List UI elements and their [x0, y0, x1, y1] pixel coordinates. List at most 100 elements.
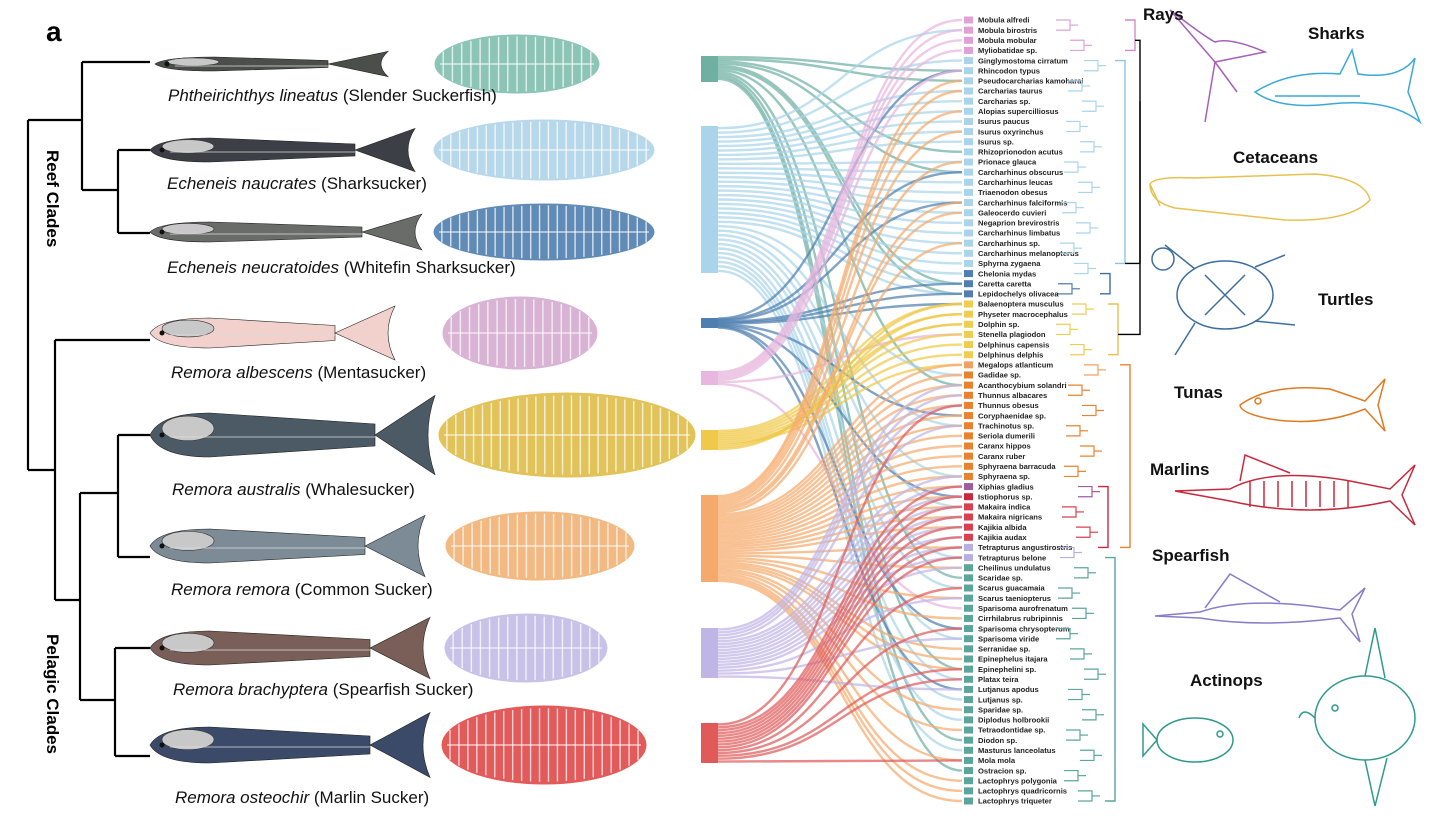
- host-group-label-turtles: Turtles: [1318, 290, 1374, 309]
- remora-node-2: [701, 126, 718, 273]
- turtle-icon: [1151, 244, 1296, 356]
- species-common-name: (Slender Suckerfish): [338, 86, 497, 105]
- host-label: Sparidae sp.: [978, 705, 1023, 714]
- host-label: Lactophrys triqueter: [978, 797, 1052, 806]
- remora-fish-3: [149, 213, 423, 251]
- host-marker: [964, 706, 973, 714]
- sankey-link: [717, 404, 963, 637]
- host-marker: [964, 199, 973, 207]
- host-label: Coryphaenidae sp.: [978, 411, 1046, 420]
- species-latin-name: Remora osteochir: [175, 788, 310, 807]
- host-label: Tetrapturus angustirostris: [978, 543, 1072, 552]
- sankey-link: [717, 515, 963, 738]
- sankey-link: [717, 546, 963, 746]
- remora-fish-5: [149, 394, 436, 476]
- sankey-link: [717, 99, 963, 143]
- host-marker: [964, 533, 973, 541]
- sankey-link: [717, 495, 963, 732]
- host-marker: [964, 716, 973, 724]
- host-marker: [964, 645, 973, 653]
- host-label: Caranx hippos: [978, 442, 1031, 451]
- host-marker: [964, 797, 973, 805]
- host-marker: [964, 503, 973, 511]
- species-common-name: (Spearfish Sucker): [327, 680, 474, 699]
- sankey-link: [717, 577, 963, 793]
- host-label: Lutjanus sp.: [978, 695, 1023, 704]
- host-marker: [964, 564, 973, 572]
- host-marker: [964, 493, 973, 501]
- host-label: Kajikia albida: [978, 523, 1027, 532]
- host-label: Balaenoptera musculus: [978, 300, 1064, 309]
- host-label: Makaira nigricans: [978, 513, 1042, 522]
- sankey-link: [717, 62, 963, 174]
- sankey-link: [717, 434, 963, 532]
- sankey-link: [717, 515, 963, 655]
- actinop-icon: [1142, 627, 1416, 807]
- host-marker: [964, 665, 973, 673]
- sankey-link: [717, 373, 963, 518]
- host-marker: [964, 483, 973, 491]
- species-latin-name: Echeneis naucrates: [167, 174, 317, 193]
- host-marker: [964, 259, 973, 267]
- spearfish-icon: [1154, 573, 1366, 643]
- sankey-link: [717, 505, 963, 735]
- remora-node-5: [701, 430, 718, 450]
- sankey-link: [717, 556, 963, 749]
- sankey-link: [717, 28, 963, 376]
- sankey-link: [717, 18, 963, 374]
- sankey-link: [717, 404, 963, 525]
- host-label: Scaridae sp.: [978, 574, 1023, 583]
- sankey-link: [717, 220, 963, 296]
- species-label-7: Remora brachyptera (Spearfish Sucker): [173, 680, 473, 700]
- sankey-link: [717, 77, 963, 772]
- sankey-link: [717, 312, 963, 449]
- host-marker: [964, 675, 973, 683]
- host-label: Gadidae sp.: [978, 371, 1021, 380]
- host-marker: [964, 391, 973, 399]
- host-marker: [964, 452, 973, 460]
- host-marker: [964, 685, 973, 693]
- host-label: Seriola dumerili: [978, 432, 1035, 441]
- sankey-link: [717, 167, 963, 174]
- host-label: Ostracion sp.: [978, 766, 1027, 775]
- host-marker: [964, 604, 973, 612]
- species-latin-name: Remora albescens: [171, 363, 313, 382]
- species-common-name: (Mentasucker): [312, 363, 427, 382]
- host-marker: [964, 696, 973, 704]
- sankey-link: [717, 394, 963, 523]
- tuna-icon: [1239, 378, 1386, 432]
- host-marker: [964, 777, 973, 785]
- sankey-link: [717, 383, 963, 631]
- sankey-link: [717, 505, 963, 548]
- host-marker: [964, 381, 973, 389]
- species-latin-name: Echeneis neucratoides: [167, 258, 340, 277]
- host-label: Carcharhinus sp.: [978, 239, 1040, 248]
- host-label: Lactophrys polygonia: [978, 776, 1058, 785]
- remora-fish-8: [149, 711, 431, 779]
- host-label: Carcharhinus obscurus: [978, 168, 1063, 177]
- remora-disc-1: [433, 33, 601, 95]
- sankey-link: [717, 675, 963, 691]
- host-marker: [964, 26, 973, 34]
- species-common-name: (Sharksucker): [316, 174, 427, 193]
- sankey-link: [717, 667, 963, 758]
- sankey-link: [717, 171, 963, 184]
- sankey-link: [717, 465, 963, 539]
- host-group-label-rays: Rays: [1143, 5, 1184, 24]
- host-marker: [964, 574, 973, 582]
- host-group-label-cetaceans: Cetaceans: [1233, 148, 1319, 167]
- remora-node-8: [701, 723, 718, 763]
- host-marker: [964, 432, 973, 440]
- host-label: Caretta caretta: [978, 279, 1032, 288]
- remora-disc-7: [443, 612, 609, 684]
- host-label: Thunnus albacares: [978, 391, 1047, 400]
- host-label: Carcharhinus melanopterus: [978, 249, 1079, 258]
- host-marker: [964, 655, 973, 663]
- host-group-label-actinops: Actinops: [1190, 671, 1263, 690]
- sankey-link: [717, 404, 963, 726]
- host-group-label-tunas: Tunas: [1174, 383, 1223, 402]
- host-marker: [964, 726, 973, 734]
- sankey-link: [717, 39, 963, 378]
- sankey-link: [717, 201, 963, 322]
- sankey-link: [717, 525, 963, 740]
